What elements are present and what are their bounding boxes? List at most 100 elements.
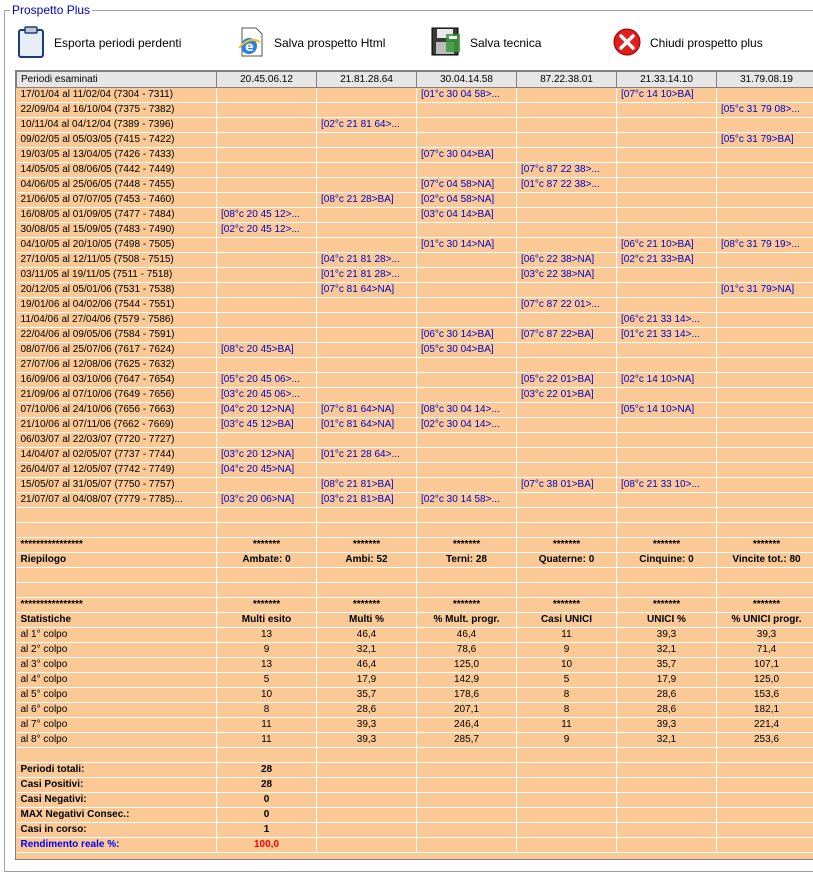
totals-row: Casi in corso:1 bbox=[17, 823, 813, 838]
result-cell bbox=[517, 463, 617, 478]
statistics-value: 78,6 bbox=[417, 643, 517, 658]
empty-cell bbox=[17, 583, 217, 598]
result-cell: [06°c 22 38>NA] bbox=[517, 253, 617, 268]
result-cell: [04°c 20 12>NA] bbox=[217, 403, 317, 418]
table-row: 07/10/06 al 24/10/06 (7656 - 7663)[04°c … bbox=[17, 403, 813, 418]
summary-value: Cinquine: 0 bbox=[617, 553, 717, 568]
empty-cell bbox=[217, 568, 317, 583]
result-cell bbox=[417, 358, 517, 373]
result-cell bbox=[517, 103, 617, 118]
separator-stars: ******* bbox=[217, 538, 317, 553]
close-prospect-button[interactable]: Chiudi prospetto plus bbox=[612, 26, 763, 60]
statistics-value: 32,1 bbox=[317, 643, 417, 658]
empty-cell bbox=[217, 583, 317, 598]
result-cell bbox=[517, 238, 617, 253]
empty-cell bbox=[317, 583, 417, 598]
column-header[interactable]: 87.22.38.01 bbox=[517, 72, 617, 88]
statistics-label: Statistiche bbox=[17, 613, 217, 628]
result-cell bbox=[317, 88, 417, 103]
statistics-value: 285,7 bbox=[417, 733, 517, 748]
result-cell bbox=[217, 148, 317, 163]
column-header[interactable]: 20.45.06.12 bbox=[217, 72, 317, 88]
table-row: 15/05/07 al 31/05/07 (7750 - 7757)[08°c … bbox=[17, 478, 813, 493]
colpo-label: al 6° colpo bbox=[17, 703, 217, 718]
summary-value: Quaterne: 0 bbox=[517, 553, 617, 568]
summary-value: Vincite tot.: 80 bbox=[717, 553, 813, 568]
period-cell: 03/11/05 al 19/11/05 (7511 - 7518) bbox=[17, 268, 217, 283]
statistics-value: 8 bbox=[517, 688, 617, 703]
yield-value: 100,0 bbox=[217, 838, 317, 853]
result-cell bbox=[317, 343, 417, 358]
result-cell: [02°c 30 04 14>... bbox=[417, 418, 517, 433]
period-cell: 10/11/04 al 04/12/04 (7389 - 7396) bbox=[17, 118, 217, 133]
statistics-value: 107,1 bbox=[717, 658, 813, 673]
close-label: Chiudi prospetto plus bbox=[650, 36, 763, 50]
column-header[interactable]: 21.81.28.64 bbox=[317, 72, 417, 88]
empty-cell bbox=[17, 568, 217, 583]
result-cell bbox=[417, 463, 517, 478]
empty-cell bbox=[517, 793, 617, 808]
result-cell: [03°c 20 12>NA] bbox=[217, 448, 317, 463]
empty-cell bbox=[417, 763, 517, 778]
result-cell bbox=[317, 178, 417, 193]
empty-cell bbox=[217, 508, 317, 523]
table-row: 08/07/06 al 25/07/06 (7617 - 7624)[08°c … bbox=[17, 343, 813, 358]
empty-cell bbox=[217, 748, 317, 763]
save-html-button[interactable]: e Salva prospetto Html bbox=[236, 26, 385, 60]
period-cell: 08/07/06 al 25/07/06 (7617 - 7624) bbox=[17, 343, 217, 358]
statistics-value: 207,1 bbox=[417, 703, 517, 718]
result-cell: [05°c 20 45 06>... bbox=[217, 373, 317, 388]
statistics-value: 46,4 bbox=[317, 658, 417, 673]
result-cell: [03°c 20 06>NA] bbox=[217, 493, 317, 508]
result-cell bbox=[417, 223, 517, 238]
result-cell bbox=[617, 148, 717, 163]
statistics-value: 39,3 bbox=[317, 718, 417, 733]
result-cell bbox=[217, 478, 317, 493]
empty-cell bbox=[417, 523, 517, 538]
empty-cell bbox=[617, 508, 717, 523]
period-cell: 16/09/06 al 03/10/06 (7647 - 7654) bbox=[17, 373, 217, 388]
result-cell bbox=[317, 103, 417, 118]
column-header[interactable]: 30.04.14.58 bbox=[417, 72, 517, 88]
statistics-column-header: Multi esito bbox=[217, 613, 317, 628]
period-cell: 17/01/04 al 11/02/04 (7304 - 7311) bbox=[17, 88, 217, 103]
totals-row: Periodi totali:28 bbox=[17, 763, 813, 778]
totals-label: Casi Positivi: bbox=[17, 778, 217, 793]
empty-cell bbox=[717, 748, 813, 763]
colpo-label: al 2° colpo bbox=[17, 643, 217, 658]
empty-cell bbox=[517, 508, 617, 523]
empty-cell bbox=[717, 823, 813, 838]
result-cell bbox=[217, 253, 317, 268]
result-cell bbox=[617, 493, 717, 508]
result-cell bbox=[417, 448, 517, 463]
statistics-column-header: UNICI % bbox=[617, 613, 717, 628]
results-grid[interactable]: Periodi esaminati 20.45.06.12 21.81.28.6… bbox=[15, 70, 813, 860]
empty-cell bbox=[717, 838, 813, 853]
result-cell: [08°c 31 79 19>... bbox=[717, 238, 813, 253]
column-header[interactable]: 31.79.08.19 bbox=[717, 72, 813, 88]
statistics-value: 8 bbox=[517, 703, 617, 718]
summary-value: Terni: 28 bbox=[417, 553, 517, 568]
result-cell: [08°c 21 81>BA] bbox=[317, 478, 417, 493]
empty-cell bbox=[517, 568, 617, 583]
column-header-row: Periodi esaminati 20.45.06.12 21.81.28.6… bbox=[17, 72, 813, 88]
export-losing-periods-button[interactable]: Esporta periodi perdenti bbox=[16, 26, 181, 60]
save-technique-button[interactable]: Salva tecnica bbox=[430, 26, 541, 60]
result-cell bbox=[617, 343, 717, 358]
statistics-column-header: % UNICI progr. bbox=[717, 613, 813, 628]
result-cell bbox=[717, 388, 813, 403]
table-row: 11/04/06 al 27/04/06 (7579 - 7586)[06°c … bbox=[17, 313, 813, 328]
result-cell bbox=[217, 433, 317, 448]
column-header[interactable]: 21.33.14.10 bbox=[617, 72, 717, 88]
table-row: 16/09/06 al 03/10/06 (7647 - 7654)[05°c … bbox=[17, 373, 813, 388]
column-header[interactable]: Periodi esaminati bbox=[17, 72, 217, 88]
result-cell: [08°c 21 28>BA] bbox=[317, 193, 417, 208]
statistics-value: 8 bbox=[217, 703, 317, 718]
period-cell: 26/04/07 al 12/05/07 (7742 - 7749) bbox=[17, 463, 217, 478]
result-cell bbox=[517, 133, 617, 148]
table-row: 27/07/06 al 12/08/06 (7625 - 7632) bbox=[17, 358, 813, 373]
totals-row: Casi Negativi:0 bbox=[17, 793, 813, 808]
